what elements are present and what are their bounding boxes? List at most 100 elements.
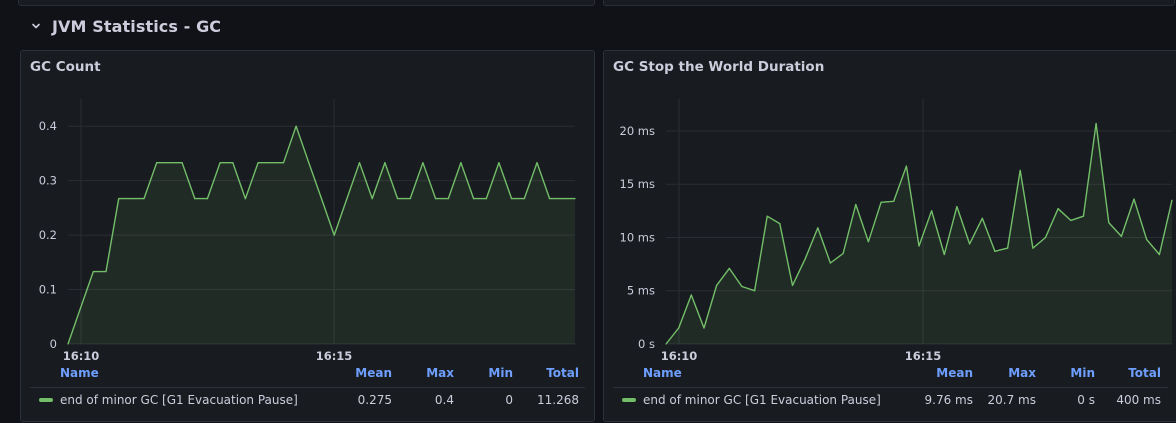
data-point [1082,215,1084,217]
data-point [766,215,768,217]
data-point [1133,198,1135,200]
data-point [485,198,487,200]
data-point [665,343,667,345]
data-point [703,327,705,329]
legend-total-value: 400 ms [1116,393,1161,407]
y-tick-label: 0.3 [39,174,57,188]
legend-series-name[interactable]: end of minor GC [G1 Evacuation Pause] [643,393,881,407]
legend-header-total[interactable]: Total [546,366,579,380]
data-point [295,125,297,127]
data-point [232,162,234,164]
legend-header-name[interactable]: Name [643,366,682,380]
data-point [409,198,411,200]
legend-mean-value: 0.275 [357,393,392,407]
x-tick-label: 16:10 [63,349,100,363]
data-point [358,162,361,164]
legend-row[interactable]: end of minor GC [G1 Evacuation Pause] 9.… [613,387,1168,410]
y-tick-label: 20 ms [620,124,655,138]
legend-header-name[interactable]: Name [60,366,99,380]
data-point [206,198,208,200]
gc-stw-duration-chart[interactable]: 0 s 5 ms 10 ms 15 ms 20 ms 16:10 16:15 [604,51,1176,363]
data-point [168,162,170,164]
legend-max-value: 0.4 [434,393,454,407]
data-point [931,210,933,212]
data-point [118,198,120,200]
data-point [130,198,132,200]
data-point [918,245,920,247]
series-color-swatch[interactable] [622,398,636,402]
data-point [728,267,730,269]
panel-title: GC Count [30,59,101,75]
data-point [1019,169,1021,171]
data-point [943,253,945,256]
y-tick-label: 0.2 [39,228,57,242]
data-point [219,162,221,164]
data-point [1095,122,1097,125]
legend-header-max[interactable]: Max [426,366,454,380]
data-point [1171,199,1173,201]
legend-header: Name Mean Max Min Total [21,366,594,384]
data-point [80,306,82,309]
data-point [690,294,692,296]
legend-header: Name Mean Max Min Total [604,366,1176,384]
data-point [346,198,348,200]
legend-min-value: 0 s [1077,393,1095,407]
data-point [678,327,680,329]
data-point [308,162,310,164]
data-point [716,284,718,286]
data-point [779,223,781,225]
data-point [397,198,399,200]
data-point [384,162,386,164]
x-tick-label: 16:10 [661,349,698,363]
data-point [1032,247,1034,249]
legend-header-min[interactable]: Min [1070,366,1095,380]
data-point [1044,236,1047,239]
data-point [905,165,907,167]
series-area [68,126,575,344]
data-point [1070,219,1072,221]
legend-row[interactable]: end of minor GC [G1 Evacuation Pause] 0.… [30,387,585,410]
data-point [447,198,449,200]
data-point [1158,253,1160,256]
row-header[interactable]: JVM Statistics - GC [30,14,221,38]
data-point [561,198,563,200]
legend-header-mean[interactable]: Mean [936,366,973,380]
data-point [270,162,272,164]
data-point [956,206,958,208]
x-tick-label: 16:15 [905,349,942,363]
legend-total-value: 11.268 [537,393,579,407]
data-point [92,271,94,273]
data-point [156,162,158,164]
panel-gc-count[interactable]: GC Count 0 0.1 0.2 0.3 0.4 16:10 16:15 Name Me… [20,50,595,422]
series-color-swatch[interactable] [39,398,53,402]
data-point [1120,235,1122,237]
data-point [1108,222,1110,224]
data-point [1057,208,1059,210]
data-point [523,198,525,200]
data-point [244,198,246,200]
data-point [333,234,335,236]
data-point [181,162,183,164]
legend-header-min[interactable]: Min [488,366,513,380]
data-point [473,198,475,200]
chevron-down-icon[interactable] [30,20,42,32]
panel-title: GC Stop the World Duration [613,59,825,75]
legend-header-max[interactable]: Max [1008,366,1036,380]
data-point [791,284,794,286]
data-point [549,198,551,200]
data-point [257,162,259,164]
row-title: JVM Statistics - GC [52,16,222,36]
legend-series-name[interactable]: end of minor GC [G1 Evacuation Pause] [60,393,298,407]
gc-count-chart[interactable]: 0 0.1 0.2 0.3 0.4 16:10 16:15 [21,51,594,363]
data-point [893,200,895,202]
legend-header-mean[interactable]: Mean [355,366,392,380]
previous-panel-stub [603,0,1175,6]
y-tick-label: 0 s [638,337,655,351]
data-point [867,241,869,243]
series-area [666,123,1172,344]
x-tick-label: 16:15 [316,349,353,363]
legend-header-total[interactable]: Total [1128,366,1161,380]
panel-gc-stw-duration[interactable]: GC Stop the World Duration 0 s 5 ms 10 ms 1… [603,50,1176,422]
data-point [435,198,437,200]
y-tick-label: 0.1 [39,283,57,297]
